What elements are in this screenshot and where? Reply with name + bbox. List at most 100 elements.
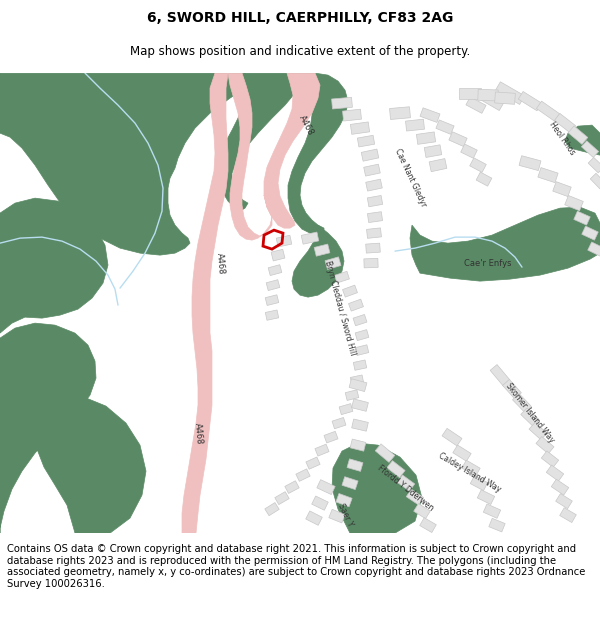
Bar <box>317 479 335 494</box>
Bar <box>588 242 600 256</box>
Bar <box>364 164 380 176</box>
Bar <box>339 404 353 414</box>
Text: Caldey Island Way: Caldey Island Way <box>437 452 503 494</box>
Bar <box>419 518 436 532</box>
Text: Map shows position and indicative extent of the property.: Map shows position and indicative extent… <box>130 45 470 58</box>
Polygon shape <box>36 396 146 533</box>
Bar <box>335 271 349 283</box>
Bar <box>565 196 583 211</box>
Bar <box>352 419 368 431</box>
Text: Heol Rhos: Heol Rhos <box>547 120 577 156</box>
Bar <box>276 235 292 247</box>
Bar <box>329 509 345 523</box>
Bar <box>496 82 524 104</box>
Bar <box>529 422 547 440</box>
Bar <box>324 431 338 443</box>
Bar <box>325 257 341 269</box>
Bar <box>361 149 379 161</box>
Bar <box>518 91 542 111</box>
Bar <box>350 439 366 451</box>
Bar <box>355 329 369 341</box>
Bar <box>306 457 320 469</box>
Bar <box>429 159 447 172</box>
Bar <box>285 481 299 494</box>
Bar <box>470 476 488 491</box>
Bar <box>387 461 405 478</box>
Bar <box>453 445 471 461</box>
Bar <box>554 113 575 133</box>
Bar <box>521 408 539 426</box>
Text: Bryn Cleddau / Sword Hill: Bryn Cleddau / Sword Hill <box>323 260 357 356</box>
Text: A468: A468 <box>215 252 226 274</box>
Bar <box>476 172 492 186</box>
Text: Cae Nant Gledyr: Cae Nant Gledyr <box>392 148 427 209</box>
Bar <box>442 428 462 446</box>
Polygon shape <box>332 443 422 533</box>
Bar <box>352 399 368 411</box>
Bar <box>367 212 383 222</box>
Bar <box>546 465 564 481</box>
Bar <box>536 101 560 121</box>
Bar <box>551 479 569 495</box>
Bar <box>480 92 504 111</box>
Bar <box>470 158 486 172</box>
Bar <box>364 258 378 268</box>
Bar <box>588 158 600 173</box>
Bar <box>449 132 467 146</box>
Polygon shape <box>182 73 228 533</box>
Text: Saer Y: Saer Y <box>336 502 354 528</box>
Polygon shape <box>0 323 96 533</box>
Bar <box>301 232 319 244</box>
Bar <box>461 144 477 158</box>
Bar <box>314 244 330 256</box>
Bar <box>582 226 598 240</box>
Bar <box>556 494 572 509</box>
Bar <box>541 451 559 468</box>
Text: 6, SWORD HILL, CAERPHILLY, CF83 2AG: 6, SWORD HILL, CAERPHILLY, CF83 2AG <box>147 11 453 26</box>
Bar <box>420 108 440 122</box>
Bar <box>367 196 383 207</box>
Bar <box>477 490 495 504</box>
Bar <box>436 120 454 134</box>
Bar <box>266 280 280 291</box>
Bar <box>332 418 346 429</box>
Bar <box>349 379 367 391</box>
Bar <box>424 145 442 158</box>
Bar <box>553 182 571 196</box>
Bar <box>590 173 600 189</box>
Bar <box>345 390 359 401</box>
Bar <box>268 265 282 276</box>
Bar <box>489 518 505 532</box>
Bar <box>406 489 424 505</box>
Polygon shape <box>217 73 300 211</box>
Bar <box>484 504 500 518</box>
Text: Cae'r Enfys: Cae'r Enfys <box>464 259 512 268</box>
Bar <box>358 135 374 147</box>
Bar <box>296 469 310 481</box>
Bar <box>336 494 352 507</box>
Bar <box>478 89 498 101</box>
Bar <box>494 92 515 104</box>
Bar <box>536 436 554 454</box>
Bar <box>265 295 279 306</box>
Bar <box>366 243 380 253</box>
Bar <box>355 345 369 356</box>
Bar <box>353 360 367 370</box>
Bar <box>343 285 358 297</box>
Polygon shape <box>410 207 600 281</box>
Polygon shape <box>0 73 245 255</box>
Bar <box>406 119 424 131</box>
Bar <box>342 477 358 489</box>
Polygon shape <box>0 198 108 333</box>
Bar <box>560 508 577 522</box>
Bar <box>389 107 410 119</box>
Bar <box>538 168 558 182</box>
Bar <box>275 492 289 504</box>
Bar <box>347 459 363 471</box>
Bar <box>466 97 486 113</box>
Text: Skomer Island Way: Skomer Island Way <box>504 382 556 444</box>
Bar <box>367 228 382 238</box>
Bar <box>315 444 329 456</box>
Bar <box>512 394 532 412</box>
Bar <box>350 122 370 134</box>
